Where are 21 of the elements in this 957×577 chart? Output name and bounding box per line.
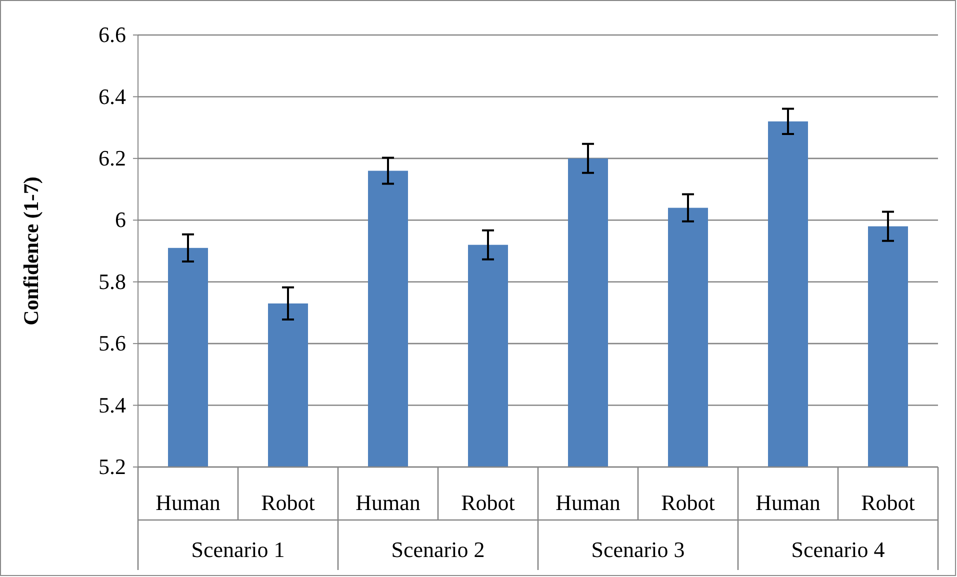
x-tick-label: Human	[156, 490, 220, 515]
text: Scenario 1	[191, 537, 285, 562]
x-tick-label: Human	[556, 490, 620, 515]
y-tick-label: 6	[115, 207, 126, 232]
y-axis-title: Confidence (1-7)	[19, 176, 43, 326]
x-tick-label: Robot	[861, 490, 915, 515]
x-tick-label: Human	[756, 490, 820, 515]
text: Scenario 3	[591, 537, 685, 562]
y-tick-label: 5.6	[98, 330, 126, 356]
y-tick-label: 6.4	[98, 84, 126, 109]
text: Scenario 4	[791, 537, 885, 562]
y-tick-label: 5.4	[98, 392, 126, 418]
x-tick-label: Human	[356, 490, 420, 515]
x-tick-label: Robot	[461, 490, 515, 515]
y-tick-label: 6.6	[98, 22, 126, 48]
x-tick-label: Robot	[661, 490, 715, 515]
y-tick-label: 6.2	[98, 145, 126, 170]
text: Scenario 2	[391, 537, 485, 562]
x-tick-label: Robot	[261, 490, 315, 515]
y-tick-label: 5.2	[98, 454, 126, 480]
y-tick-label: 5.8	[98, 268, 126, 294]
